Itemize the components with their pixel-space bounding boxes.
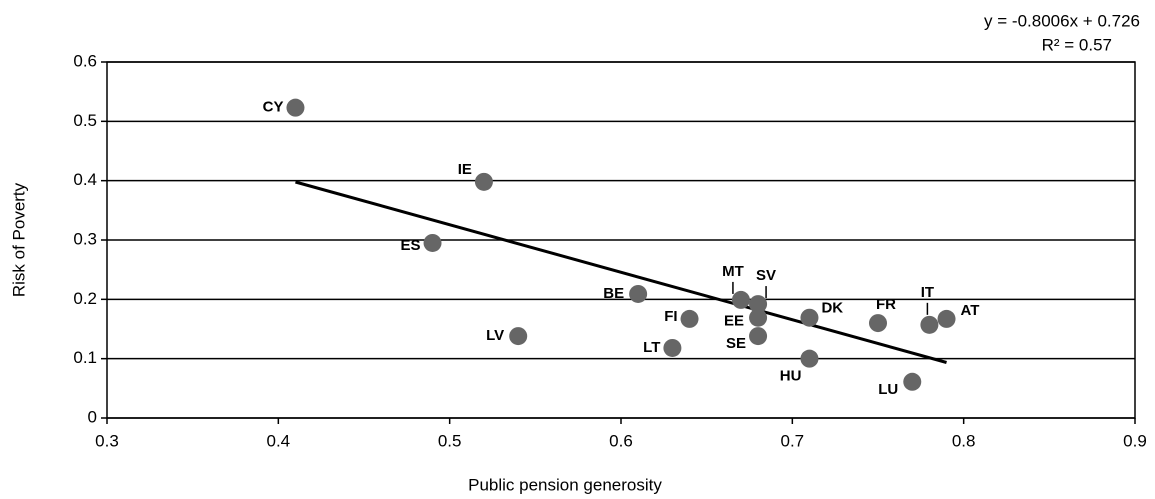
point (423, 233, 442, 252)
point (731, 290, 750, 309)
point-label: EE (724, 313, 744, 330)
y-tick-label: 0.4 (73, 170, 97, 189)
point (749, 295, 768, 314)
point-label: ES (401, 237, 421, 254)
x-tick-label: 0.7 (781, 431, 805, 450)
x-tick-label: 0.3 (95, 431, 119, 450)
point (937, 309, 956, 328)
y-axis-title: Risk of Poverty (9, 182, 28, 297)
point-label: DK (821, 300, 843, 317)
r-squared: R² = 0.57 (1042, 35, 1112, 54)
point (663, 338, 682, 357)
y-tick-label: 0 (88, 407, 97, 426)
point (749, 327, 768, 346)
point-label: FR (876, 296, 896, 313)
x-tick-label: 0.5 (438, 431, 462, 450)
y-tick-label: 0.2 (73, 289, 97, 308)
point (629, 284, 648, 303)
point (800, 308, 819, 327)
point (749, 308, 768, 327)
point (800, 349, 819, 368)
point-label: HU (780, 368, 802, 385)
point-label: LU (878, 381, 898, 398)
point (286, 98, 305, 117)
y-tick-label: 0.6 (73, 51, 97, 70)
point-label: IT (921, 284, 934, 301)
x-tick-label: 0.4 (267, 431, 291, 450)
point-label: SV (756, 267, 776, 284)
x-tick-label: 0.8 (952, 431, 976, 450)
point-label: CY (263, 99, 284, 116)
y-tick-label: 0.5 (73, 111, 97, 130)
point (680, 309, 699, 328)
point (920, 315, 939, 334)
point-label: BE (603, 285, 624, 302)
point (509, 327, 528, 346)
point-label: MT (722, 263, 744, 280)
point-label: AT (961, 302, 980, 319)
point-label: LT (643, 339, 660, 356)
point-label: IE (458, 161, 472, 178)
equation: y = -0.8006x + 0.726 (984, 11, 1140, 30)
x-axis-title: Public pension generosity (468, 475, 662, 494)
point-label: LV (486, 327, 504, 344)
point (903, 372, 922, 391)
x-tick-label: 0.9 (1123, 431, 1147, 450)
point (869, 314, 887, 333)
trend-line (295, 180, 947, 364)
x-tick-label: 0.6 (609, 431, 633, 450)
plot-border (106, 61, 1136, 419)
y-tick-label: 0.1 (73, 348, 97, 367)
point (474, 172, 493, 191)
point-label: FI (664, 308, 677, 325)
point-label: SE (726, 335, 746, 352)
y-tick-label: 0.3 (73, 229, 97, 248)
